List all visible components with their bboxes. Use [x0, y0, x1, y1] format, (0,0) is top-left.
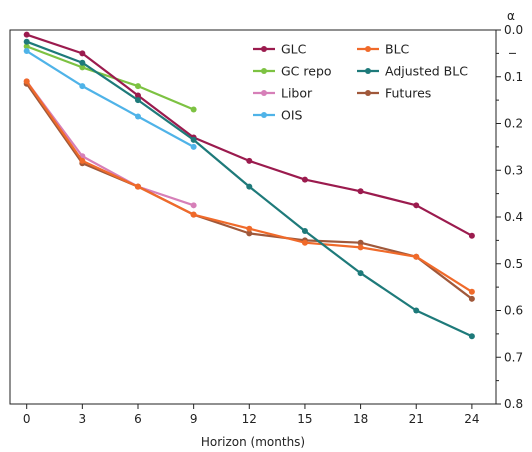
- x-tick-label: 24: [464, 412, 479, 426]
- series-line-futures: [25, 83, 473, 300]
- x-tick-label: 15: [297, 412, 312, 426]
- legend-marker-libor: [261, 90, 267, 96]
- data-point-adjusted-blc: [413, 307, 420, 314]
- y-tick-label: 0.6: [504, 304, 523, 318]
- data-point-gc-repo: [134, 83, 141, 90]
- data-point-glc: [357, 188, 364, 195]
- data-point-ois: [79, 83, 86, 90]
- data-point-adjusted-blc: [134, 97, 141, 104]
- data-point-gc-repo: [190, 106, 197, 113]
- data-point-blc: [301, 239, 308, 246]
- series-layer: [23, 31, 475, 340]
- x-tick-label: 18: [353, 412, 368, 426]
- legend-marker-ois: [261, 112, 267, 118]
- legend-marker-adjusted-blc: [365, 68, 371, 74]
- x-tick-label: 3: [79, 412, 87, 426]
- data-point-adjusted-blc: [468, 333, 475, 340]
- series-line-gc-repo: [26, 45, 195, 111]
- y-tick-label: 0.8: [504, 397, 523, 411]
- y-tick-label: 0.3: [504, 163, 523, 177]
- data-point-blc: [413, 253, 420, 260]
- data-point-glc: [301, 176, 308, 183]
- series-line-ois: [26, 50, 195, 148]
- legend-marker-glc: [261, 46, 267, 52]
- data-point-ois: [190, 143, 197, 150]
- y-axis-ticks: 0.0 0.1 0.2 0.3 0.4 0.5 0.6 0.7 0.8: [496, 23, 523, 411]
- x-tick-label: 9: [190, 412, 198, 426]
- x-tick-label: 6: [134, 412, 142, 426]
- data-point-adjusted-blc: [301, 228, 308, 235]
- data-point-blc: [190, 211, 197, 218]
- data-point-adjusted-blc: [23, 38, 30, 45]
- y-tick-label: 0.1: [504, 70, 523, 84]
- data-point-adjusted-blc: [357, 270, 364, 277]
- data-point-glc: [246, 157, 253, 164]
- data-point-blc: [134, 183, 141, 190]
- y-tick-label: 0.0: [504, 23, 523, 37]
- series-line-libor: [25, 80, 194, 207]
- data-point-blc: [246, 225, 253, 232]
- x-tick-label: 21: [409, 412, 424, 426]
- y-tick-label: 0.4: [504, 210, 523, 224]
- legend-marker-blc: [365, 46, 371, 52]
- data-point-libor: [190, 202, 197, 209]
- legend-label-blc: BLC: [385, 42, 410, 57]
- legend-label-glc: GLC: [281, 42, 307, 57]
- legend-label-ois: OIS: [281, 108, 303, 123]
- data-point-futures: [246, 230, 253, 237]
- data-point-futures: [357, 239, 364, 246]
- y-tick-label: 0.7: [504, 350, 523, 364]
- data-point-futures: [468, 295, 475, 302]
- data-point-gc-repo: [23, 43, 30, 50]
- data-point-glc: [23, 31, 30, 38]
- data-point-glc: [134, 92, 141, 99]
- legend-label-futures: Futures: [385, 86, 431, 101]
- data-point-blc: [79, 157, 86, 164]
- data-point-adjusted-blc: [190, 136, 197, 143]
- x-tick-label: 0: [23, 412, 31, 426]
- legend-label-adjusted-blc: Adjusted BLC: [385, 64, 468, 79]
- data-point-blc: [357, 244, 364, 251]
- x-axis-ticks: 0 3 6 9 12 15 18 21 24: [23, 404, 480, 426]
- data-point-glc: [468, 232, 475, 239]
- data-point-blc: [468, 288, 475, 295]
- legend-marker-futures: [365, 90, 371, 96]
- data-point-blc: [23, 78, 30, 85]
- data-point-adjusted-blc: [246, 183, 253, 190]
- y-tick-label: 0.5: [504, 257, 523, 271]
- legend-label-libor: Libor: [281, 86, 313, 101]
- data-point-gc-repo: [79, 64, 86, 71]
- x-axis-title: Horizon (months): [201, 435, 305, 449]
- x-tick-label: 12: [242, 412, 257, 426]
- legend-marker-gc-repo: [261, 68, 267, 74]
- data-point-ois: [134, 113, 141, 120]
- legend-label-gc-repo: GC repo: [281, 64, 332, 79]
- y-tick-label: 0.2: [504, 117, 523, 131]
- data-point-glc: [79, 50, 86, 57]
- data-point-adjusted-blc: [79, 59, 86, 66]
- y-axis-title: α: [507, 9, 515, 23]
- legend: GLC BLC GC repo Adjusted BLC Libor Futures OIS: [253, 42, 468, 123]
- data-point-glc: [413, 202, 420, 209]
- data-point-ois: [23, 48, 30, 55]
